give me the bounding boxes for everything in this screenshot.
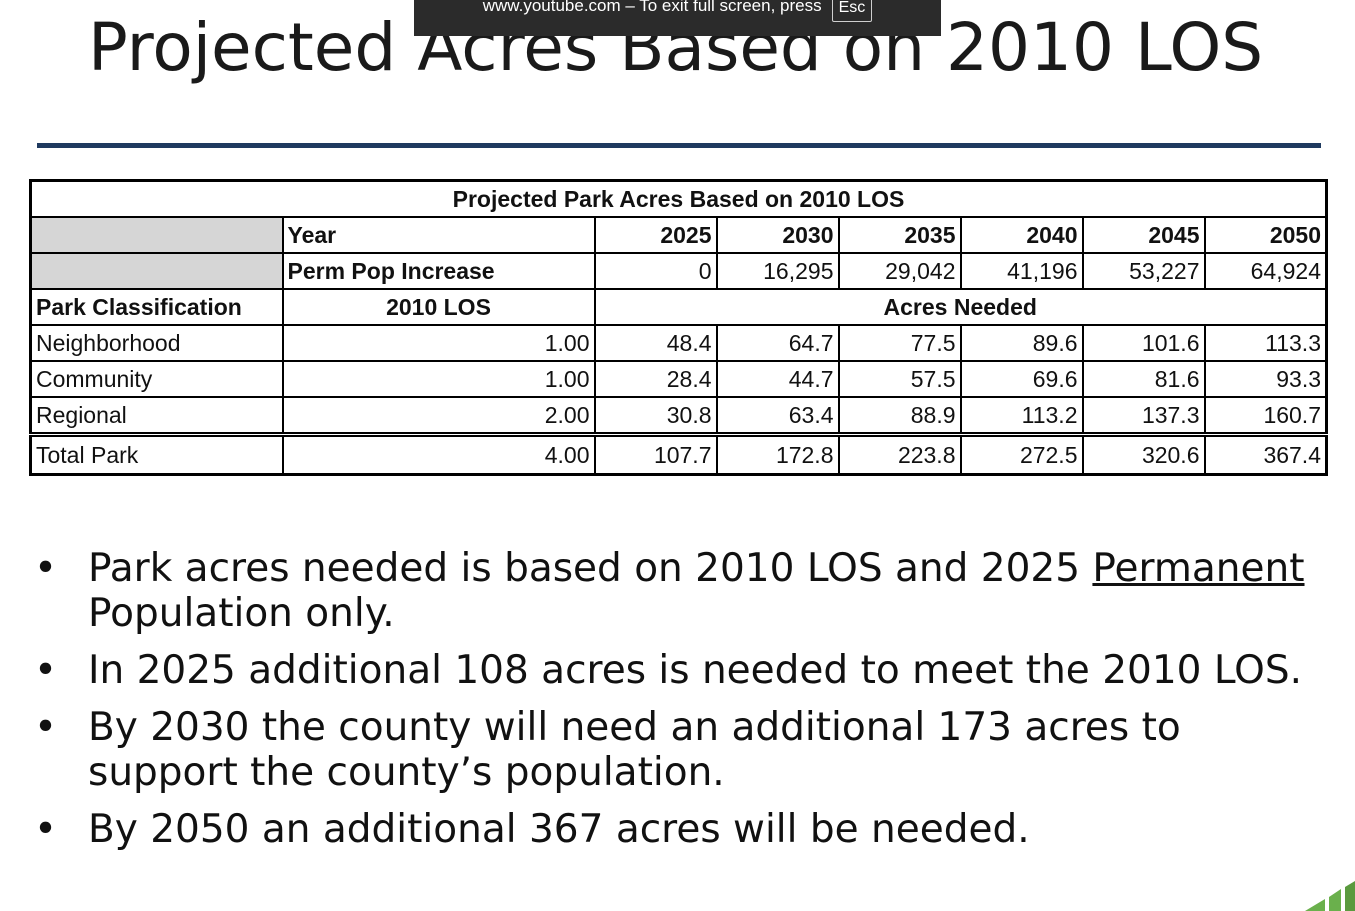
title-divider: [37, 143, 1321, 148]
fullscreen-notice-text: www.youtube.com – To exit full screen, p…: [482, 0, 822, 15]
acre-cell: 137.3: [1081, 396, 1206, 436]
acre-cell: 69.6: [959, 360, 1084, 398]
pop-cell: 41,196: [959, 252, 1084, 290]
pop-cell: 64,924: [1203, 252, 1328, 290]
bullet-text: Population only.: [88, 591, 395, 636]
row-name: Community: [29, 360, 284, 398]
acres-header: Acres Needed: [593, 288, 1328, 326]
acre-cell: 101.6: [1081, 324, 1206, 362]
row-name: Neighborhood: [29, 324, 284, 362]
acre-cell: 272.5: [959, 432, 1084, 476]
acre-cell: 48.4: [593, 324, 718, 362]
year-cell: 2050: [1203, 216, 1328, 254]
acre-cell: 77.5: [837, 324, 962, 362]
pop-row: Perm Pop Increase 0 16,295 29,042 41,196…: [29, 252, 1328, 290]
total-row: Total Park 4.00 107.7 172.8 223.8 272.5 …: [29, 432, 1328, 476]
bullet-item: • In 2025 additional 108 acres is needed …: [34, 648, 1318, 693]
year-label: Year: [281, 216, 596, 254]
header-row: Park Classification 2010 LOS Acres Neede…: [29, 288, 1328, 326]
year-row: Year 2025 2030 2035 2040 2045 2050: [29, 216, 1328, 254]
acre-cell: 160.7: [1203, 396, 1328, 436]
row-los: 4.00: [281, 432, 596, 476]
bullet-item: • By 2050 an additional 367 acres will be…: [34, 807, 1318, 852]
year-cell: 2035: [837, 216, 962, 254]
acre-cell: 28.4: [593, 360, 718, 398]
bullet-underlined-text: Permanent: [1092, 546, 1305, 591]
bullet-dot: •: [34, 705, 58, 750]
park-acres-table: Projected Park Acres Based on 2010 LOS Y…: [29, 179, 1328, 476]
bullet-dot: •: [34, 648, 58, 693]
bullet-text: Park acres needed is based on 2010 LOS a…: [88, 546, 1093, 591]
acre-cell: 223.8: [837, 432, 962, 476]
acre-cell: 320.6: [1081, 432, 1206, 476]
acre-cell: 113.3: [1203, 324, 1328, 362]
pop-cell: 16,295: [715, 252, 840, 290]
table-caption: Projected Park Acres Based on 2010 LOS: [29, 179, 1328, 218]
acre-cell: 88.9: [837, 396, 962, 436]
bullet-text: By 2050 an additional 367 acres will be …: [88, 807, 1030, 852]
row-los: 2.00: [281, 396, 596, 436]
fullscreen-notice: www.youtube.com – To exit full screen, p…: [414, 0, 941, 36]
bullet-list: • Park acres needed is based on 2010 LOS …: [34, 546, 1318, 864]
row-los: 1.00: [281, 360, 596, 398]
year-cell: 2045: [1081, 216, 1206, 254]
shaded-cell: [29, 216, 284, 254]
table-row: Community 1.00 28.4 44.7 57.5 69.6 81.6 …: [29, 360, 1328, 398]
esc-key-badge: Esc: [831, 0, 873, 22]
acre-cell: 57.5: [837, 360, 962, 398]
year-cell: 2030: [715, 216, 840, 254]
acre-cell: 44.7: [715, 360, 840, 398]
bullet-item: • By 2030 the county will need an additio…: [34, 705, 1318, 795]
acre-cell: 172.8: [715, 432, 840, 476]
acre-cell: 107.7: [593, 432, 718, 476]
logo-icon: [1305, 881, 1355, 911]
year-cell: 2025: [593, 216, 718, 254]
acre-cell: 81.6: [1081, 360, 1206, 398]
bullet-item: • Park acres needed is based on 2010 LOS …: [34, 546, 1318, 636]
acre-cell: 30.8: [593, 396, 718, 436]
acre-cell: 93.3: [1203, 360, 1328, 398]
los-header: 2010 LOS: [281, 288, 596, 326]
bullet-dot: •: [34, 807, 58, 852]
year-cell: 2040: [959, 216, 1084, 254]
acre-cell: 367.4: [1203, 432, 1328, 476]
bullet-text: In 2025 additional 108 acres is needed t…: [88, 648, 1303, 693]
acre-cell: 64.7: [715, 324, 840, 362]
pop-cell: 0: [593, 252, 718, 290]
row-los: 1.00: [281, 324, 596, 362]
row-name: Regional: [29, 396, 284, 436]
acre-cell: 89.6: [959, 324, 1084, 362]
pop-cell: 53,227: [1081, 252, 1206, 290]
shaded-cell: [29, 252, 284, 290]
class-header: Park Classification: [29, 288, 284, 326]
bullet-text: By 2030 the county will need an addition…: [88, 705, 1181, 795]
table-row: Neighborhood 1.00 48.4 64.7 77.5 89.6 10…: [29, 324, 1328, 362]
acre-cell: 63.4: [715, 396, 840, 436]
table-row: Regional 2.00 30.8 63.4 88.9 113.2 137.3…: [29, 396, 1328, 436]
bullet-dot: •: [34, 546, 58, 591]
pop-cell: 29,042: [837, 252, 962, 290]
acre-cell: 113.2: [959, 396, 1084, 436]
pop-label: Perm Pop Increase: [281, 252, 596, 290]
row-name: Total Park: [29, 432, 284, 476]
